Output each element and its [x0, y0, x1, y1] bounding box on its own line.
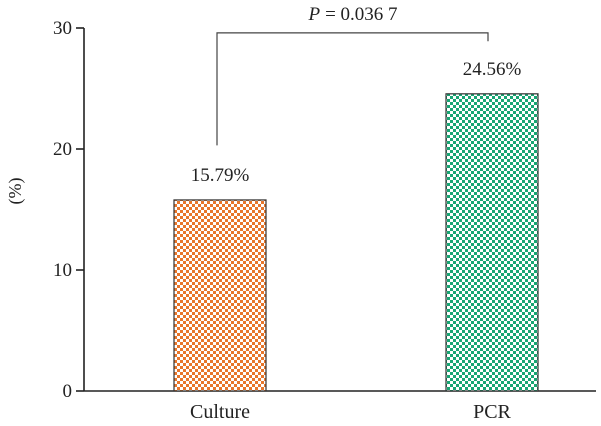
p-value: = 0.036 7	[325, 4, 397, 25]
x-tick-label-culture: Culture	[190, 401, 250, 423]
y-tick-label: 0	[63, 381, 73, 402]
x-tick-label-pcr: PCR	[473, 401, 511, 423]
p-symbol: P	[307, 4, 320, 25]
data-label-pcr: 24.56%	[463, 59, 522, 80]
data-label-culture: 15.79%	[191, 165, 250, 186]
y-tick-label: 20	[53, 139, 72, 160]
bar-pcr	[445, 93, 539, 392]
significance-bracket	[216, 32, 489, 146]
p-value-annotation: P = 0.036 7	[307, 4, 397, 25]
bar-culture	[173, 199, 267, 392]
y-tick-label: 10	[53, 260, 72, 281]
y-tick-label: 30	[53, 18, 72, 39]
y-axis-label: (%)	[5, 178, 26, 205]
